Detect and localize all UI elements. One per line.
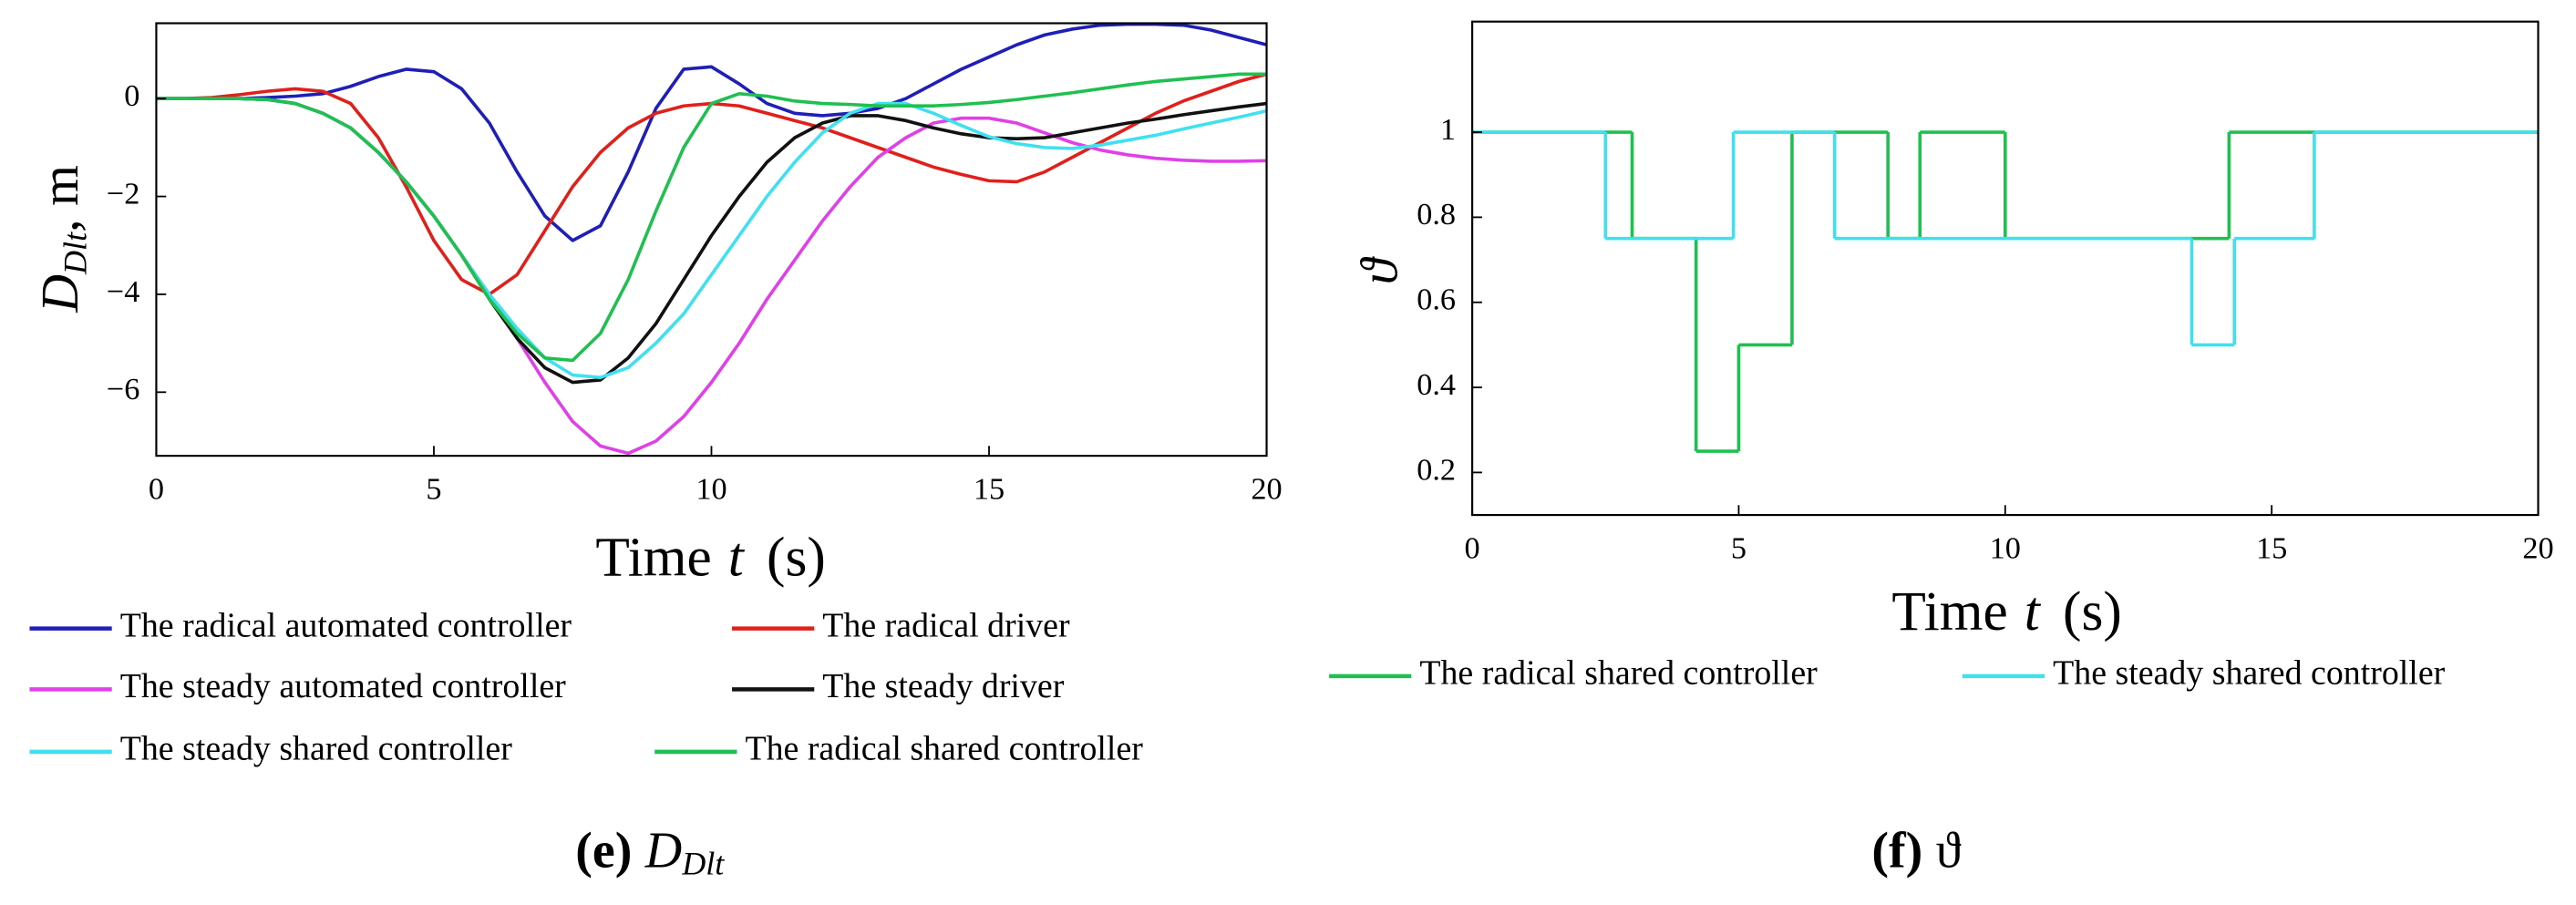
legend-label: The radical shared controller xyxy=(745,730,1143,768)
caption: (e) DDlt xyxy=(575,822,725,881)
series-line xyxy=(156,23,1267,242)
y-label-symbol: ϑ xyxy=(1352,256,1409,284)
x-tick-label: 20 xyxy=(2522,531,2553,566)
x-tick-label: 5 xyxy=(426,472,441,507)
x-label-var: t xyxy=(728,526,746,588)
x-tick-label: 0 xyxy=(149,472,164,507)
series-layer xyxy=(156,23,1267,456)
y-tick-label: 0.8 xyxy=(1417,197,1456,231)
x-tick-label: 10 xyxy=(696,472,726,507)
y-tick-label: −6 xyxy=(107,372,139,406)
legend-label: The steady automated controller xyxy=(120,667,566,705)
y-tick-label: 0.4 xyxy=(1417,367,1456,402)
y-label-unit: , m xyxy=(32,165,89,232)
x-tick-label: 5 xyxy=(1731,531,1747,566)
legend-label: The radical automated controller xyxy=(120,606,572,644)
caption-label: (e) xyxy=(575,822,632,879)
y-tick-label: −2 xyxy=(107,176,139,211)
caption-symbol: D xyxy=(644,822,682,879)
legend-label: The steady driver xyxy=(822,667,1064,705)
x-label-text: Time xyxy=(595,526,711,588)
x-axis-label: Time t (s) xyxy=(595,526,825,588)
plot: 0 5 10 15 20 0.2 0.4 0.6 0.8 1 Time t (s) ϑ The radica… xyxy=(1329,20,2554,879)
caption-label: (f) xyxy=(1871,822,1922,879)
y-axis-label: ϑ xyxy=(1352,256,1409,284)
y-tick-label: 0.6 xyxy=(1417,283,1456,317)
x-tick-label: 10 xyxy=(1990,531,2021,566)
legend-label: The radical driver xyxy=(822,606,1070,644)
legend-label: The steady shared controller xyxy=(2053,654,2446,693)
x-tick-label: 15 xyxy=(2256,531,2287,566)
x-tick-label: 20 xyxy=(1251,472,1282,507)
plot-frame xyxy=(1471,20,2540,517)
y-label-sub: Dlt xyxy=(57,231,94,275)
x-tick-label: 15 xyxy=(974,472,1005,507)
y-tick-label: 1 xyxy=(1440,112,1456,147)
x-label-var: t xyxy=(2025,581,2042,643)
y-tick-label: 0.2 xyxy=(1417,452,1456,487)
legend-label: The radical shared controller xyxy=(1419,654,1818,693)
y-axis-label: DDlt, m xyxy=(32,165,93,314)
x-label-unit: (s) xyxy=(2063,581,2122,643)
y-label-symbol: D xyxy=(32,274,89,314)
series-line xyxy=(156,72,1267,363)
x-label-text: Time xyxy=(1891,581,2007,643)
caption-sub: Dlt xyxy=(681,846,725,882)
y-tick-label: 0 xyxy=(124,78,139,113)
series-layer xyxy=(1472,130,2539,453)
series-line xyxy=(156,72,1267,296)
legend-label: The steady shared controller xyxy=(120,730,513,768)
y-tick-label: −4 xyxy=(107,274,139,309)
x-label-unit: (s) xyxy=(767,526,826,588)
x-tick-label: 0 xyxy=(1465,531,1480,566)
caption-symbol: ϑ xyxy=(1936,822,1962,879)
caption: (f) ϑ xyxy=(1871,822,1961,879)
x-axis-label: Time t (s) xyxy=(1891,581,2121,643)
